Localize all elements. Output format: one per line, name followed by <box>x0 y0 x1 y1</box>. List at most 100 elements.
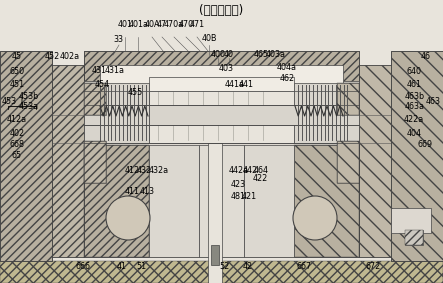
Text: 453: 453 <box>1 97 16 106</box>
Bar <box>199 145 244 257</box>
Circle shape <box>106 196 150 240</box>
Text: 401: 401 <box>117 20 132 29</box>
Text: 52: 52 <box>219 262 229 271</box>
Text: 470: 470 <box>179 20 194 29</box>
Text: 669: 669 <box>418 140 433 149</box>
Text: 40: 40 <box>224 50 233 59</box>
Text: 402: 402 <box>9 128 24 138</box>
Text: 40B: 40B <box>202 34 217 43</box>
Bar <box>337 141 359 183</box>
Text: 442a: 442a <box>228 166 249 175</box>
Text: 471: 471 <box>190 20 205 29</box>
Bar <box>84 83 106 115</box>
Text: 411: 411 <box>124 187 140 196</box>
Text: 451: 451 <box>9 80 24 89</box>
Text: 422a: 422a <box>404 115 424 124</box>
Text: 432a: 432a <box>148 166 169 175</box>
Text: 400: 400 <box>210 50 225 59</box>
Bar <box>0 51 52 261</box>
Text: 65: 65 <box>12 151 22 160</box>
Text: 404a: 404a <box>277 63 297 72</box>
Bar <box>244 145 294 257</box>
Text: 462: 462 <box>280 74 295 83</box>
Text: 431a: 431a <box>104 66 124 75</box>
Text: 463a: 463a <box>404 102 424 111</box>
Bar <box>405 230 423 245</box>
Bar <box>359 65 391 257</box>
Bar <box>337 141 359 183</box>
Bar <box>149 77 294 91</box>
Bar <box>391 51 443 261</box>
Text: 412: 412 <box>124 166 140 175</box>
Bar <box>84 51 359 257</box>
Text: 403: 403 <box>218 64 233 73</box>
Text: 402a: 402a <box>59 52 80 61</box>
Bar <box>294 145 359 257</box>
Bar <box>149 145 199 257</box>
Text: 33: 33 <box>114 35 124 44</box>
Bar <box>84 145 149 257</box>
Text: 666: 666 <box>76 262 91 271</box>
Bar <box>52 65 84 257</box>
Text: 640: 640 <box>406 67 421 76</box>
Text: 463b: 463b <box>404 92 424 101</box>
Bar <box>84 83 106 115</box>
Bar <box>0 261 443 283</box>
Text: 40A: 40A <box>145 20 160 29</box>
Text: 51: 51 <box>137 262 147 271</box>
Text: 453a: 453a <box>19 102 39 111</box>
Text: 403a: 403a <box>265 50 286 59</box>
Bar <box>405 230 423 245</box>
Text: 422: 422 <box>253 174 268 183</box>
Text: 413: 413 <box>140 187 155 196</box>
Text: 442: 442 <box>242 166 257 175</box>
Bar <box>52 65 84 257</box>
Text: 42: 42 <box>242 262 252 271</box>
Bar <box>149 81 294 143</box>
Text: 650: 650 <box>9 67 24 76</box>
Bar <box>84 145 149 257</box>
Bar <box>294 81 359 143</box>
Bar <box>84 81 149 143</box>
Bar <box>84 105 359 125</box>
Text: 667: 667 <box>296 262 311 271</box>
Text: 668: 668 <box>9 140 24 149</box>
Circle shape <box>293 196 337 240</box>
Bar <box>84 51 359 93</box>
Bar <box>100 65 343 83</box>
Text: 423: 423 <box>230 180 245 189</box>
Text: 46: 46 <box>420 52 430 61</box>
Text: 452: 452 <box>45 52 60 61</box>
Bar <box>0 261 443 283</box>
Text: 672: 672 <box>365 262 381 271</box>
Text: 465: 465 <box>254 50 269 59</box>
Bar <box>337 83 359 115</box>
Text: 41: 41 <box>117 262 127 271</box>
Bar <box>208 143 222 283</box>
Bar <box>391 208 431 233</box>
Text: 481: 481 <box>230 192 245 201</box>
Text: 454: 454 <box>94 80 109 89</box>
Text: 431: 431 <box>92 66 107 75</box>
Text: 47: 47 <box>157 20 167 29</box>
Text: 45: 45 <box>12 52 22 61</box>
Text: 455: 455 <box>128 88 143 97</box>
Text: 461: 461 <box>406 80 421 89</box>
Text: 441a: 441a <box>225 80 245 89</box>
Text: (第一実施例): (第一実施例) <box>199 5 243 18</box>
Bar <box>294 145 359 257</box>
Bar <box>0 51 52 261</box>
Text: 404: 404 <box>406 128 421 138</box>
Text: 401a: 401a <box>128 20 148 29</box>
Text: 441: 441 <box>238 80 253 89</box>
Text: 432: 432 <box>137 166 152 175</box>
Bar <box>211 245 219 265</box>
Bar <box>84 141 106 183</box>
Text: 470a: 470a <box>164 20 184 29</box>
Text: 464: 464 <box>254 166 269 175</box>
Text: 412a: 412a <box>7 115 27 124</box>
Bar <box>84 51 359 93</box>
Bar <box>391 51 443 261</box>
Text: 463: 463 <box>426 97 441 106</box>
Text: 453b: 453b <box>19 92 39 101</box>
